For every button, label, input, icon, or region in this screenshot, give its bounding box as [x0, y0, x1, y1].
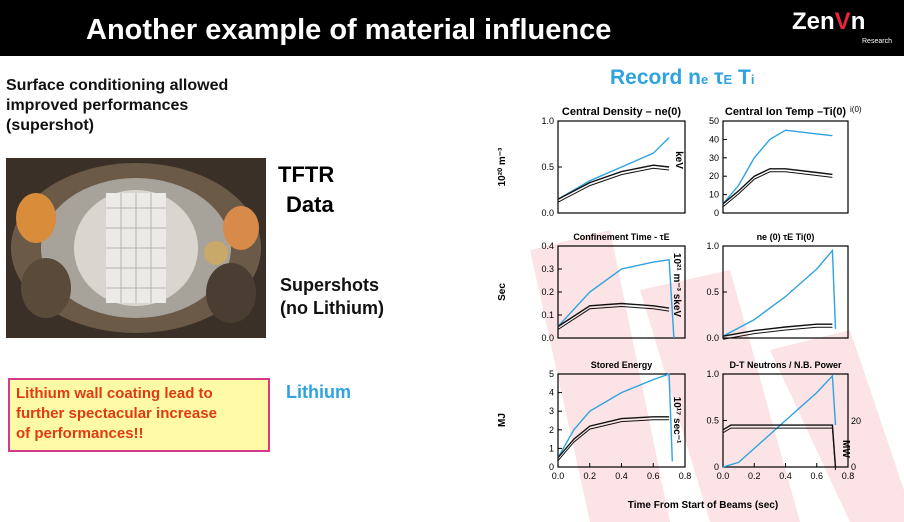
x-axis-label: Time From Start of Beams (sec) [628, 500, 778, 511]
x-tick-label: 0.6 [647, 471, 660, 481]
y-tick-label: 0 [549, 462, 554, 472]
logo-subtitle: Research [862, 38, 892, 45]
y-axis-label: 10²⁰ m⁻³ [497, 147, 508, 186]
plot-frame [722, 120, 849, 214]
supershot-series-line [557, 164, 670, 200]
y-tick-label: 0.3 [541, 264, 554, 274]
y-tick-label: 0.1 [541, 310, 554, 320]
y-axis-label: Sec [497, 283, 508, 301]
lithium-note-box: Lithium wall coating lead to further spe… [8, 378, 270, 452]
supershot-series-line [557, 416, 670, 459]
y2-axis-label: MW [840, 440, 851, 458]
supershot-series-line [557, 419, 670, 462]
lithium-legend-label: Lithium [286, 382, 351, 402]
lithium-series-line [557, 258, 675, 339]
plot-title: Central Density – ne(0) [562, 106, 682, 118]
y-tick-label: 0 [714, 462, 719, 472]
ti-label-fragment: i(0) [850, 105, 862, 114]
tftr-label: TFTR Data [278, 162, 335, 217]
plot-frame [557, 373, 686, 468]
slide-title: Another example of material influence [86, 14, 612, 46]
supershot-series-line [557, 305, 670, 330]
supershot-series-line [722, 171, 833, 208]
company-logo: ZenVn [792, 8, 866, 35]
y-tick-label: 20 [709, 171, 719, 181]
plot-title: Confinement Time - τE [573, 232, 669, 242]
y-tick-label: 1.0 [706, 369, 719, 379]
lithium-series-line [722, 129, 833, 205]
plot-title: Stored Energy [591, 360, 653, 370]
y-tick-label: 0.5 [541, 162, 554, 172]
y2-tick-label: 0 [851, 462, 856, 472]
x-tick-label: 0.8 [842, 471, 855, 481]
y-tick-label: 0.4 [541, 241, 554, 251]
intro-text: Surface conditioning allowed improved pe… [6, 77, 229, 134]
plot-title: Central Ion Temp –Ti(0) [725, 106, 847, 118]
supershot-series-line [722, 168, 833, 205]
secondary-axis-label: 10¹⁷ sec⁻¹ [671, 397, 682, 444]
supershot-series-line [557, 167, 670, 203]
supershots-label: Supershots (no Lithium) [280, 275, 384, 318]
lithium-series-line [722, 248, 837, 337]
record-heading: Record ne τE Ti [610, 66, 755, 89]
y-tick-label: 0.0 [541, 333, 554, 343]
y-tick-label: 1.0 [706, 241, 719, 251]
supershot-series-line [722, 326, 833, 340]
y-tick-label: 0.2 [541, 287, 554, 297]
x-tick-label: 0.8 [679, 471, 692, 481]
y-tick-label: 0 [714, 208, 719, 218]
x-tick-label: 0.0 [552, 471, 565, 481]
y-tick-label: 3 [549, 406, 554, 416]
y-tick-label: 1.0 [541, 116, 554, 126]
y-tick-label: 2 [549, 425, 554, 435]
y-tick-label: 0.5 [706, 287, 719, 297]
y2-tick-label: 20 [851, 416, 861, 426]
lithium-series-line [557, 137, 670, 200]
y-tick-label: 40 [709, 134, 719, 144]
supershot-series-line [722, 427, 836, 471]
x-tick-label: 0.0 [717, 471, 730, 481]
x-tick-label: 0.4 [779, 471, 792, 481]
y-tick-label: 0.0 [706, 333, 719, 343]
plot-title: D-T Neutrons / N.B. Power [729, 360, 842, 370]
y-tick-label: 0.5 [706, 416, 719, 426]
y-tick-label: 30 [709, 153, 719, 163]
tokamak-interior-photo [6, 158, 266, 338]
y-tick-label: 5 [549, 369, 554, 379]
x-tick-label: 0.2 [748, 471, 761, 481]
y-tick-label: 50 [709, 116, 719, 126]
y-tick-label: 0.0 [541, 208, 554, 218]
x-tick-label: 0.6 [810, 471, 823, 481]
y-axis-label: MJ [497, 413, 508, 427]
supershot-series-line [557, 302, 670, 328]
x-tick-label: 0.4 [615, 471, 628, 481]
lithium-series-line [557, 373, 673, 462]
plot-title: ne (0) τE Ti(0) [757, 232, 815, 242]
secondary-axis-label: 10²¹ m⁻³ skeV [671, 253, 682, 318]
secondary-axis-label: keV [673, 151, 684, 169]
title-bar [0, 0, 904, 56]
supershot-series-line [722, 323, 833, 337]
y-tick-label: 4 [549, 388, 554, 398]
lithium-series-line [722, 374, 837, 468]
y-tick-label: 1 [549, 443, 554, 453]
background-stripes [530, 230, 904, 522]
y-tick-label: 10 [709, 190, 719, 200]
x-tick-label: 0.2 [583, 471, 596, 481]
